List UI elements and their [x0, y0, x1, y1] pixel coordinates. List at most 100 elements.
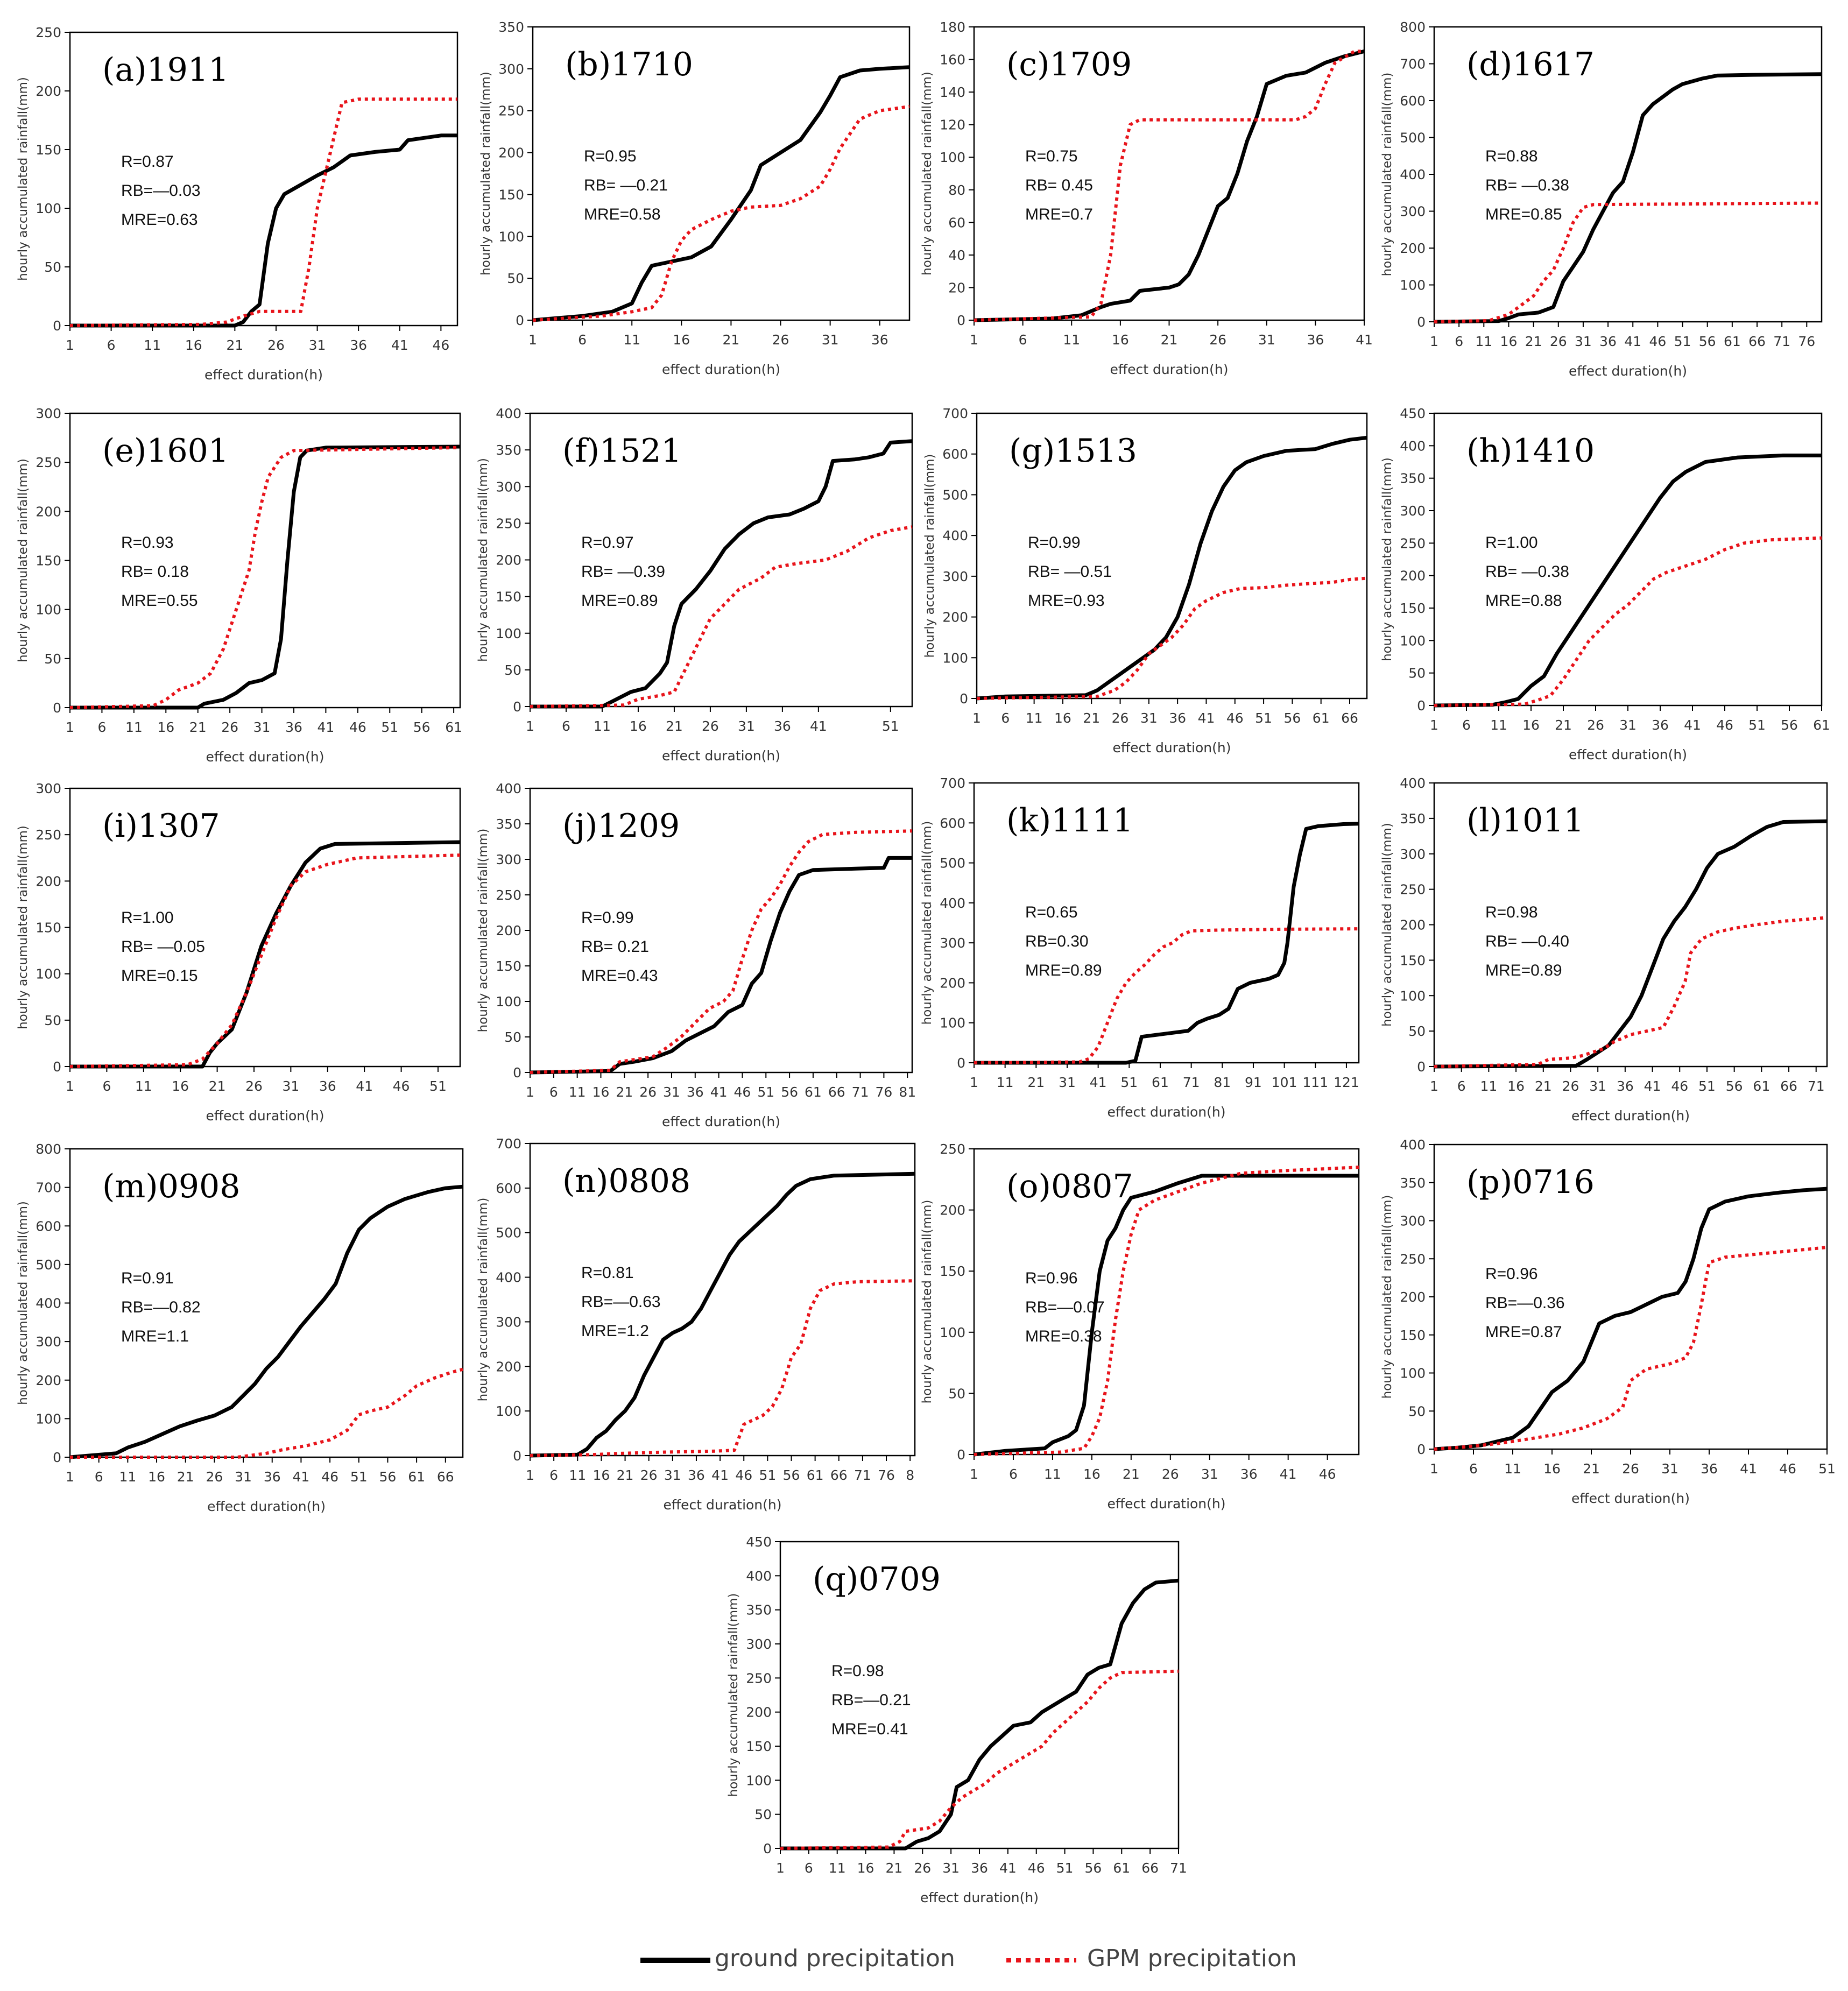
x-tick-label: 31 — [663, 1084, 680, 1100]
y-tick-label: 0 — [960, 691, 968, 707]
x-tick-label: 31 — [1575, 334, 1592, 349]
x-tick-label: 71 — [1773, 334, 1790, 349]
y-tick-label: 300 — [36, 781, 61, 796]
stat-label: MRE=0.63 — [121, 211, 198, 229]
y-tick-label: 350 — [496, 816, 521, 832]
series-line-ground — [1434, 453, 1822, 708]
series-line-ground — [530, 856, 912, 1075]
y-axis-label: hourly accumulated rainfall(mm) — [1380, 823, 1394, 1027]
y-tick-label: 50 — [44, 651, 61, 667]
x-tick-label: 61 — [1724, 334, 1741, 349]
x-tick-label: 41 — [810, 718, 827, 734]
x-tick-label: 66 — [830, 1467, 848, 1483]
y-tick-label: 700 — [36, 1180, 61, 1196]
x-tick-label: 41 — [1198, 710, 1215, 726]
y-tick-label: 800 — [36, 1141, 61, 1157]
stat-label: RB=—0.03 — [121, 182, 201, 200]
x-tick-label: 1 — [66, 337, 74, 353]
x-tick-label: 1 — [66, 719, 74, 735]
y-tick-label: 350 — [496, 442, 521, 458]
x-tick-label: 61 — [1113, 1860, 1130, 1876]
x-tick-label: 36 — [1169, 710, 1186, 726]
stat-label: RB= —0.51 — [1028, 563, 1112, 581]
x-tick-label: 41 — [356, 1078, 373, 1094]
x-tick-label: 1 — [528, 332, 537, 348]
y-tick-label: 300 — [942, 569, 968, 584]
y-tick-label: 150 — [1400, 601, 1426, 616]
x-tick-label: 41 — [710, 1084, 728, 1100]
y-tick-label: 50 — [1408, 666, 1426, 681]
y-tick-label: 700 — [942, 406, 968, 421]
y-tick-label: 200 — [36, 1373, 61, 1388]
x-tick-label: 66 — [1748, 334, 1766, 349]
y-tick-label: 600 — [1400, 93, 1426, 109]
chart-title: (p)0716 — [1466, 1163, 1595, 1201]
x-tick-label: 16 — [1507, 1078, 1525, 1094]
x-tick-label: 6 — [562, 718, 570, 734]
y-tick-label: 150 — [1400, 952, 1426, 968]
x-tick-label: 1 — [970, 1075, 978, 1090]
x-tick-label: 1 — [1430, 1078, 1438, 1094]
x-tick-label: 21 — [1583, 1461, 1600, 1477]
series-line-gpm — [1434, 1246, 1828, 1451]
x-axis-label: effect duration(h) — [920, 1890, 1039, 1905]
y-tick-label: 200 — [746, 1705, 772, 1720]
series-line-ground — [530, 1171, 915, 1458]
x-tick-label: 21 — [1525, 334, 1542, 349]
chart-title: (d)1617 — [1466, 46, 1595, 83]
x-tick-label: 36 — [1599, 334, 1617, 349]
x-tick-label: 66 — [1341, 710, 1358, 726]
x-tick-label: 21 — [1027, 1075, 1045, 1090]
stat-label: R=0.99 — [581, 909, 634, 927]
x-tick-label: 51 — [882, 718, 899, 734]
x-tick-label: 26 — [221, 719, 238, 735]
y-tick-label: 250 — [1400, 1251, 1426, 1267]
y-axis-label: hourly accumulated rainfall(mm) — [920, 821, 934, 1025]
y-tick-label: 200 — [940, 1203, 965, 1218]
x-tick-label: 6 — [549, 1084, 558, 1100]
x-tick-label: 6 — [1009, 1466, 1018, 1482]
y-axis-label: hourly accumulated rainfall(mm) — [476, 829, 490, 1033]
y-tick-label: 250 — [36, 827, 61, 843]
series-line-ground — [530, 439, 913, 709]
x-tick-label: 16 — [148, 1469, 165, 1485]
y-axis-label: hourly accumulated rainfall(mm) — [479, 72, 493, 276]
x-tick-label: 41 — [1624, 334, 1641, 349]
chart-title: (h)1410 — [1466, 432, 1595, 470]
y-tick-label: 250 — [1400, 535, 1426, 551]
x-tick-label: 51 — [381, 719, 398, 735]
x-tick-label: 1 — [526, 1467, 534, 1483]
legend-swatch-gpm — [1006, 1958, 1076, 1962]
chart-title: (j)1209 — [562, 807, 680, 845]
stat-label: RB=—0.07 — [1025, 1298, 1105, 1316]
x-tick-label: 61 — [1813, 717, 1830, 733]
stat-label: MRE=0.7 — [1025, 206, 1093, 223]
x-tick-label: 61 — [445, 719, 462, 735]
series-line-ground — [974, 1174, 1359, 1457]
plot-frame — [529, 1142, 916, 1457]
x-tick-label: 56 — [1726, 1078, 1743, 1094]
x-tick-label: 46 — [1671, 1078, 1688, 1094]
x-tick-label: 61 — [807, 1467, 824, 1483]
series-line-ground — [532, 65, 910, 322]
stat-label: RB=—0.21 — [831, 1691, 911, 1709]
x-tick-label: 6 — [1457, 1078, 1466, 1094]
x-tick-label: 36 — [319, 1078, 336, 1094]
x-tick-label: 36 — [871, 332, 888, 348]
x-tick-label: 36 — [1617, 1078, 1634, 1094]
series-line-gpm — [70, 1367, 463, 1459]
x-tick-label: 46 — [1779, 1461, 1796, 1477]
y-tick-label: 0 — [957, 1447, 965, 1463]
x-tick-label: 31 — [1059, 1075, 1076, 1090]
y-tick-label: 50 — [754, 1807, 772, 1823]
x-tick-label: 31 — [1258, 332, 1275, 348]
x-tick-label: 71 — [1183, 1075, 1200, 1090]
series-line-gpm — [530, 525, 913, 708]
x-axis-label: effect duration(h) — [1569, 363, 1687, 379]
